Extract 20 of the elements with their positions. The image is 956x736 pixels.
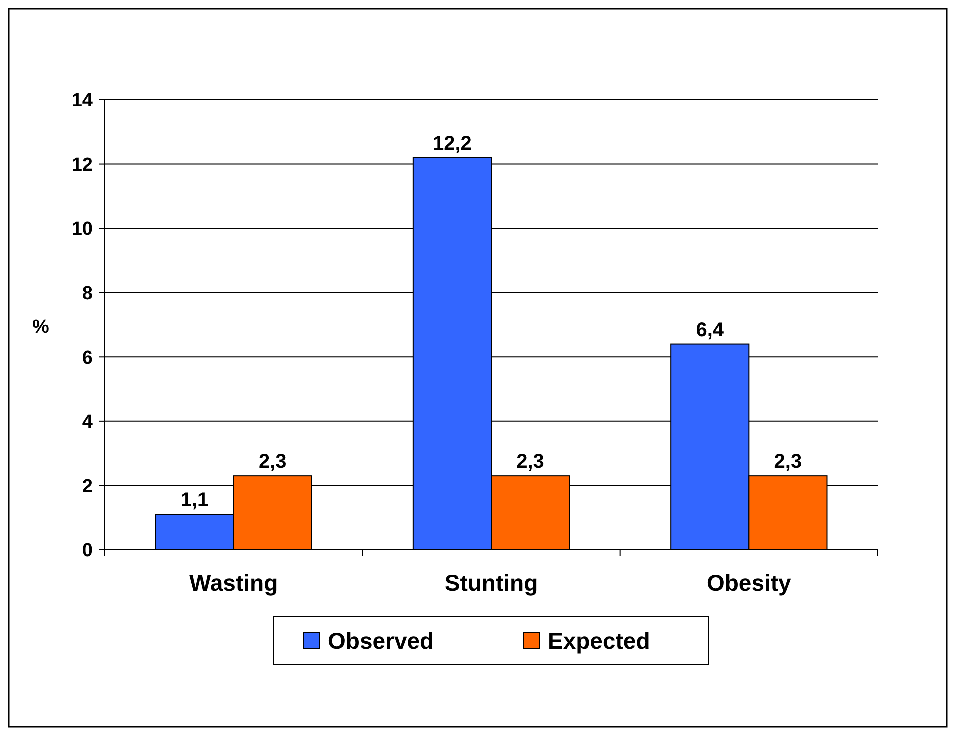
y-tick-label: 10 — [72, 219, 93, 240]
x-tick-label: Wasting — [190, 570, 278, 596]
y-tick-label: 14 — [72, 90, 94, 112]
data-label: 1,1 — [180, 490, 209, 512]
data-label: 6,4 — [696, 319, 725, 342]
data-label: 2,3 — [258, 451, 287, 474]
x-tick-label: Stunting — [444, 570, 538, 596]
y-axis-title: % — [32, 317, 50, 338]
y-tick-label: 8 — [82, 284, 93, 305]
y-tick-label: 0 — [82, 540, 93, 562]
y-tick-label: 12 — [72, 154, 93, 176]
data-label: 2,3 — [516, 451, 544, 474]
x-tick-label: Obesity — [706, 570, 792, 596]
y-tick-label: 2 — [82, 476, 93, 498]
y-tick-label: 6 — [82, 348, 93, 369]
data-label: 2,3 — [774, 451, 802, 474]
y-tick-label: 4 — [82, 412, 94, 434]
legend-label: Observed — [328, 628, 434, 654]
legend-label: Expected — [548, 628, 650, 654]
data-label: 12,2 — [432, 132, 472, 155]
